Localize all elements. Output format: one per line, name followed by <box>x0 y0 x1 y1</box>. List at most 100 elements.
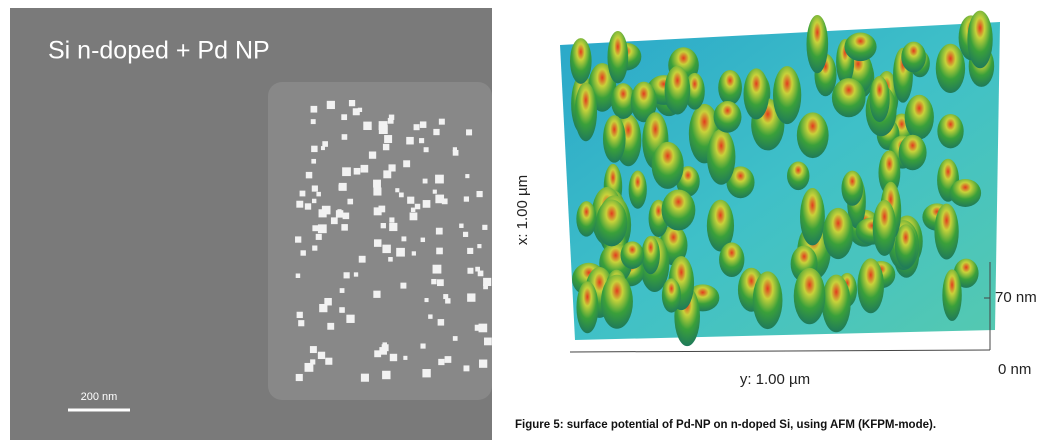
particle <box>423 200 431 208</box>
particle <box>407 197 414 204</box>
particle <box>453 336 458 341</box>
particle <box>300 191 306 197</box>
peak <box>570 38 592 84</box>
particle <box>412 251 416 255</box>
particle <box>344 272 350 278</box>
caption: Figure 5: surface potential of Pd-NP on … <box>515 419 936 431</box>
particle <box>363 122 371 130</box>
z-bottom-label: 0 nm <box>998 361 1031 378</box>
particle <box>347 199 353 205</box>
particle <box>341 224 348 231</box>
peak <box>596 199 627 246</box>
peak <box>661 189 695 230</box>
peak <box>794 268 826 324</box>
particle <box>325 358 332 365</box>
particle <box>411 208 415 212</box>
particle <box>479 324 488 333</box>
particle <box>349 100 355 106</box>
peak <box>773 66 801 124</box>
peak <box>841 171 863 206</box>
peak <box>707 129 736 185</box>
particle <box>318 352 325 359</box>
particle <box>476 191 482 197</box>
particle <box>311 119 316 124</box>
particle <box>466 129 472 135</box>
particle <box>424 147 429 152</box>
particle <box>354 168 361 175</box>
peak <box>934 204 958 260</box>
particle <box>438 359 444 365</box>
particle <box>384 135 392 143</box>
particle <box>428 314 432 318</box>
particle <box>453 150 459 156</box>
particle <box>301 250 306 255</box>
peak <box>822 275 851 333</box>
particle <box>341 114 347 120</box>
peak <box>621 241 645 269</box>
particle <box>467 248 473 254</box>
particle <box>382 245 390 253</box>
particle <box>410 212 418 220</box>
x-axis-label: x: 1.00 µm <box>514 175 531 245</box>
peak <box>800 188 825 245</box>
particle <box>389 217 394 222</box>
particle <box>422 369 430 377</box>
peak <box>797 112 829 158</box>
particle <box>361 374 369 382</box>
particle <box>373 291 380 298</box>
figure: Si n-doped + Pd NP 200 nm x: 1.00 µm y: … <box>0 0 1050 445</box>
particle <box>327 323 334 330</box>
peak <box>857 258 884 313</box>
particle <box>312 245 317 250</box>
particle <box>310 359 315 364</box>
peak <box>901 42 926 73</box>
particle <box>316 192 321 197</box>
particle <box>437 279 444 286</box>
particle <box>475 267 480 272</box>
peak <box>575 83 597 142</box>
particle <box>354 272 358 276</box>
particle <box>479 360 487 368</box>
peak <box>719 242 744 277</box>
particle <box>346 315 354 323</box>
particle <box>463 232 468 237</box>
particle <box>445 356 452 363</box>
particle <box>435 175 444 184</box>
particle <box>436 248 443 255</box>
particle <box>319 304 327 312</box>
particle <box>322 206 331 215</box>
particle <box>297 312 303 318</box>
particle <box>311 159 316 164</box>
particle <box>399 193 404 198</box>
peak <box>899 135 927 170</box>
particle <box>465 174 469 178</box>
peak <box>823 208 853 259</box>
sem-label: Si n-doped + Pd NP <box>48 37 270 65</box>
particle <box>484 338 492 346</box>
particle <box>379 121 388 130</box>
peak <box>642 236 660 274</box>
particle <box>318 224 327 233</box>
peak <box>576 201 596 237</box>
peak <box>832 78 866 117</box>
particle <box>340 288 345 293</box>
peak <box>665 66 691 115</box>
particle <box>369 151 376 158</box>
particle <box>396 248 405 257</box>
figure-canvas: Si n-doped + Pd NP 200 nm x: 1.00 µm y: … <box>0 0 1050 445</box>
particle <box>311 106 318 113</box>
particle <box>467 293 475 301</box>
particle <box>358 108 362 112</box>
particle <box>464 196 469 201</box>
particle <box>322 141 328 147</box>
particle <box>331 217 338 224</box>
particle <box>373 180 381 188</box>
particle <box>382 342 387 347</box>
particle <box>403 160 410 167</box>
peak <box>629 171 647 209</box>
particle <box>310 346 317 353</box>
particle <box>298 320 304 326</box>
particle <box>419 138 424 143</box>
particle <box>401 236 406 241</box>
particle <box>312 225 318 231</box>
